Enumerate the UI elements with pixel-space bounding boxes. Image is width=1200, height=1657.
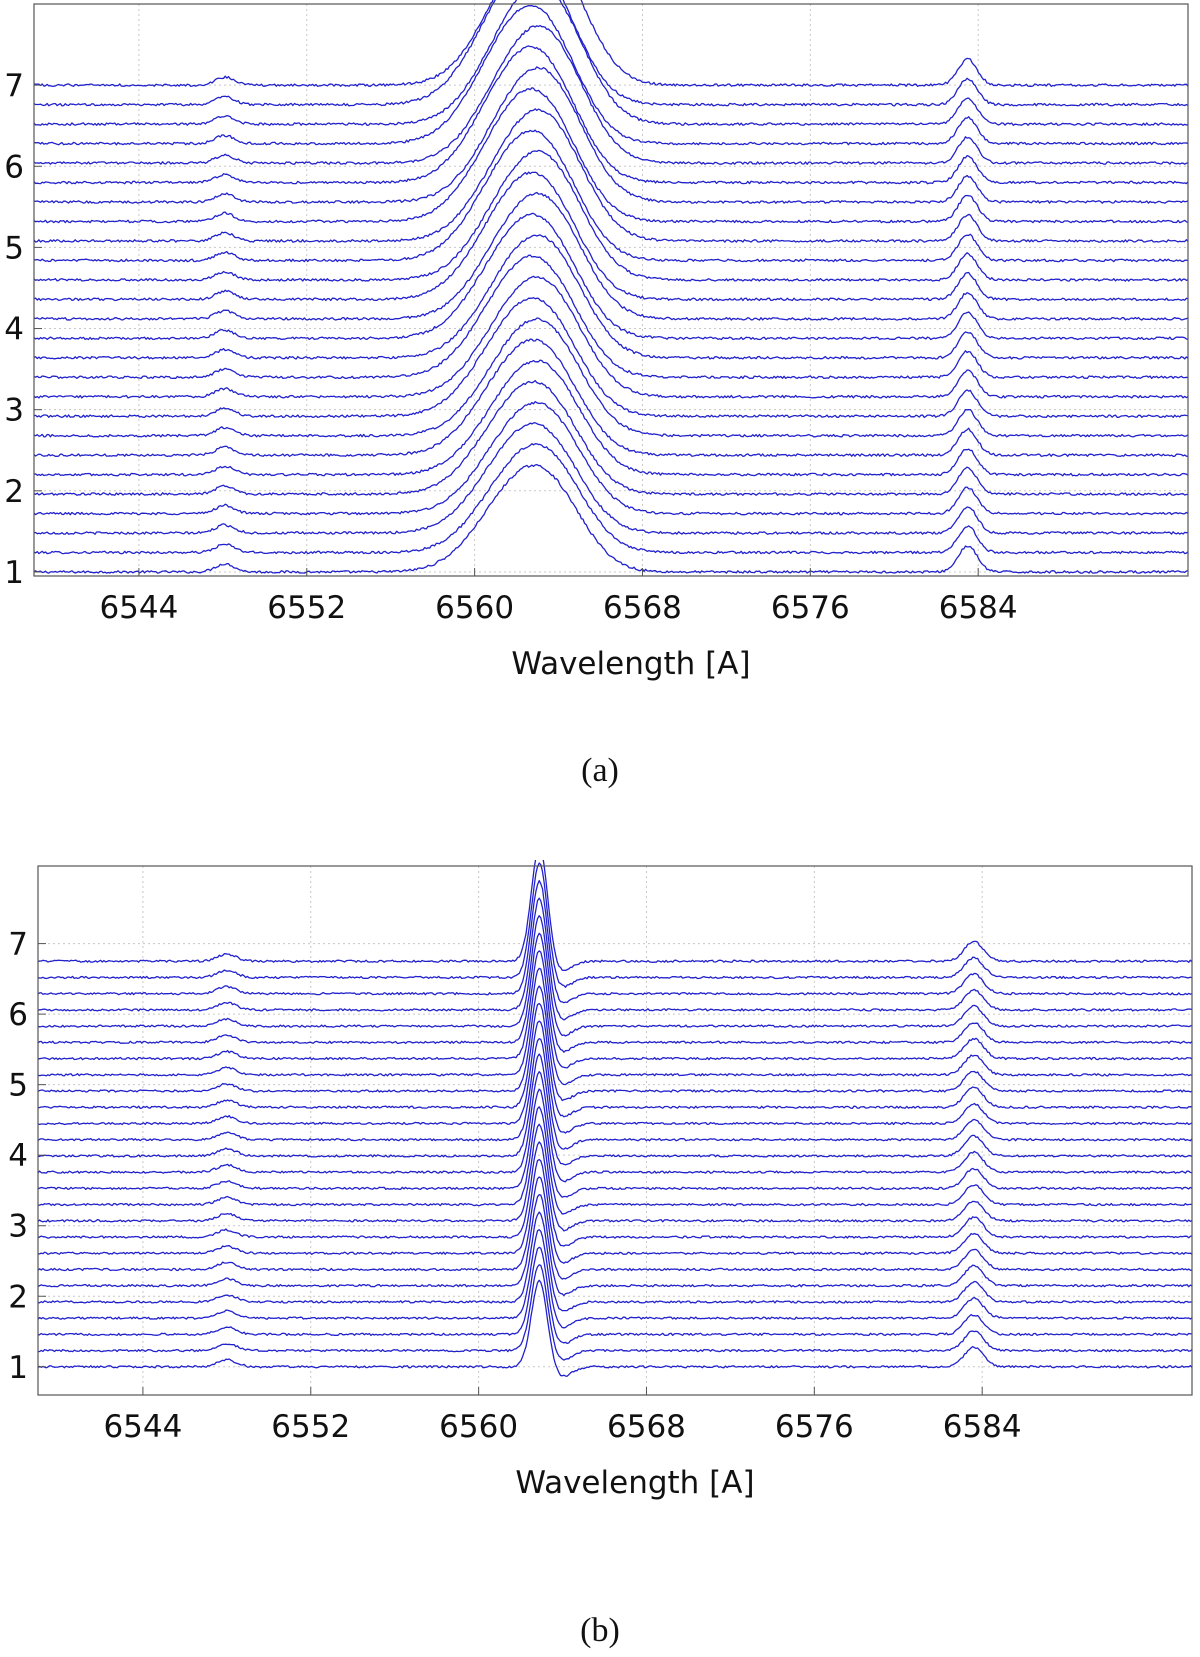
spectrum-line-9 xyxy=(33,297,1189,419)
spectra-chart-a: 6544 6552 6560 6568 6576 6584 1 2 3 4 5 6 7 Wavelengt… xyxy=(4,0,1189,682)
y-tick-label: 3 xyxy=(8,1209,28,1245)
spectrum-line-8 xyxy=(37,1158,1193,1264)
spectrum-line-16 xyxy=(37,1020,1193,1134)
x-tick-label: 6544 xyxy=(103,1409,182,1445)
y-tick-label: 4 xyxy=(8,1138,28,1174)
spectrum-line-2 xyxy=(33,443,1189,555)
figure-caption-b: (b) xyxy=(580,1612,620,1649)
spectrum-line-8 xyxy=(33,317,1189,438)
y-tick-label: 7 xyxy=(4,68,24,104)
spectrum-line-3 xyxy=(37,1246,1193,1345)
spectrum-line-7 xyxy=(33,338,1189,457)
grid-lines xyxy=(34,4,1188,576)
spectrum-line-11 xyxy=(37,1106,1192,1215)
spectrum-line-23 xyxy=(37,897,1193,1021)
spectrum-line-18 xyxy=(33,108,1189,243)
spectrum-line-1 xyxy=(33,463,1189,574)
spectrum-line-25 xyxy=(33,0,1189,107)
spectrum-line-21 xyxy=(37,932,1193,1053)
y-tick-label: 7 xyxy=(8,927,28,963)
y-tick-label: 6 xyxy=(8,997,28,1033)
y-tick-label: 5 xyxy=(8,1068,28,1104)
spectrum-line-18 xyxy=(37,985,1193,1102)
spectrum-line-20 xyxy=(37,950,1193,1069)
spectra-chart-b: 6544 6552 6560 6568 6576 6584 1 2 3 4 5 6 7 Wavelengt… xyxy=(8,860,1193,1501)
x-axis-title: Wavelength [A] xyxy=(511,646,750,682)
spectrum-line-26 xyxy=(37,860,1193,972)
spectrum-line-19 xyxy=(33,87,1189,224)
axis-ticks: 6544 6552 6560 6568 6576 6584 1 2 3 4 5 6 7 xyxy=(8,927,1021,1445)
spectrum-line-19 xyxy=(37,967,1193,1086)
spectrum-line-11 xyxy=(33,254,1189,380)
spectrum-line-21 xyxy=(33,45,1189,185)
spectrum-line-9 xyxy=(37,1141,1192,1247)
spectrum-line-17 xyxy=(33,129,1189,263)
spectra-series xyxy=(33,0,1189,574)
spectrum-line-5 xyxy=(33,379,1188,496)
spectrum-line-13 xyxy=(33,212,1189,341)
spectrum-line-12 xyxy=(33,234,1189,360)
spectrum-line-24 xyxy=(33,0,1189,126)
y-tick-label: 1 xyxy=(8,1350,28,1386)
y-tick-label: 2 xyxy=(8,1279,28,1315)
spectrum-line-15 xyxy=(37,1038,1193,1150)
y-tick-label: 1 xyxy=(4,555,24,591)
x-tick-label: 6576 xyxy=(771,590,850,626)
x-tick-label: 6560 xyxy=(435,590,514,626)
y-tick-label: 6 xyxy=(4,149,24,185)
spectrum-line-4 xyxy=(37,1229,1193,1329)
spectrum-line-4 xyxy=(33,400,1189,516)
spectrum-line-7 xyxy=(37,1176,1193,1280)
x-tick-label: 6560 xyxy=(439,1409,518,1445)
x-tick-label: 6552 xyxy=(267,590,346,626)
x-tick-label: 6584 xyxy=(939,590,1018,626)
spectrum-line-15 xyxy=(33,171,1189,302)
x-tick-label: 6584 xyxy=(943,1409,1022,1445)
spectrum-line-20 xyxy=(33,66,1189,204)
spectrum-line-5 xyxy=(37,1211,1193,1312)
spectrum-line-24 xyxy=(37,879,1193,1004)
plot-frame xyxy=(37,865,1193,1396)
spectrum-line-13 xyxy=(37,1071,1193,1183)
y-tick-label: 4 xyxy=(4,312,24,348)
spectrum-line-16 xyxy=(33,149,1189,282)
y-tick-label: 2 xyxy=(4,474,24,510)
spectrum-line-6 xyxy=(33,359,1189,477)
axis-ticks: 6544 6552 6560 6568 6576 6584 1 2 3 4 5 6 7 xyxy=(4,68,1017,626)
spectrum-line-3 xyxy=(33,422,1189,535)
spectrum-line-22 xyxy=(33,24,1189,165)
spectrum-line-1 xyxy=(37,1279,1193,1377)
spectrum-line-12 xyxy=(37,1088,1193,1198)
x-tick-label: 6568 xyxy=(607,1409,686,1445)
spectrum-line-10 xyxy=(33,275,1189,399)
x-tick-label: 6552 xyxy=(271,1409,350,1445)
figure-caption-a: (a) xyxy=(581,752,619,789)
spectrum-line-10 xyxy=(37,1123,1193,1232)
y-tick-label: 5 xyxy=(4,230,24,266)
x-tick-label: 6544 xyxy=(99,590,178,626)
spectrum-line-26 xyxy=(33,0,1189,87)
plot-frame xyxy=(33,3,1189,577)
x-axis-title: Wavelength [A] xyxy=(515,1465,754,1501)
spectrum-line-2 xyxy=(37,1264,1193,1361)
spectrum-line-6 xyxy=(37,1193,1193,1297)
spectrum-line-14 xyxy=(33,191,1189,321)
spectrum-line-14 xyxy=(37,1053,1193,1166)
spectrum-line-22 xyxy=(37,915,1193,1037)
spectrum-line-17 xyxy=(37,1002,1193,1118)
spectrum-line-25 xyxy=(37,862,1193,988)
x-tick-label: 6568 xyxy=(603,590,682,626)
spectra-series xyxy=(37,860,1193,1377)
y-tick-label: 3 xyxy=(4,393,24,429)
spectrum-line-23 xyxy=(33,4,1189,146)
x-tick-label: 6576 xyxy=(775,1409,854,1445)
